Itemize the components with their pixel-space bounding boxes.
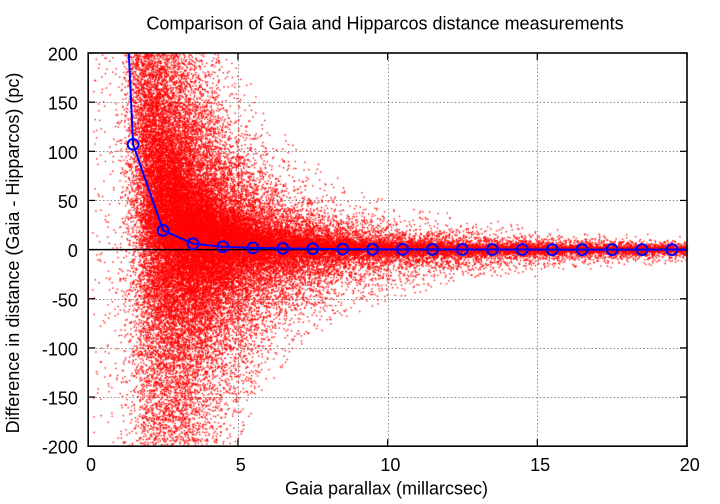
- svg-text:-100: -100: [42, 339, 78, 359]
- svg-text:50: 50: [58, 192, 78, 212]
- svg-text:-200: -200: [42, 438, 78, 458]
- svg-text:200: 200: [48, 45, 78, 65]
- svg-text:100: 100: [48, 143, 78, 163]
- svg-text:-50: -50: [52, 290, 78, 310]
- svg-text:15: 15: [530, 455, 550, 475]
- svg-text:150: 150: [48, 94, 78, 114]
- svg-text:10: 10: [380, 455, 400, 475]
- svg-text:-150: -150: [42, 389, 78, 409]
- svg-text:Gaia parallax (millarcsec): Gaia parallax (millarcsec): [285, 479, 488, 499]
- svg-text:5: 5: [236, 455, 246, 475]
- svg-text:Comparison of Gaia and Hipparc: Comparison of Gaia and Hipparcos distanc…: [146, 14, 623, 34]
- svg-text:20: 20: [680, 455, 700, 475]
- svg-text:Difference in distance (Gaia -: Difference in distance (Gaia - Hipparcos…: [3, 73, 23, 434]
- svg-text:0: 0: [86, 455, 96, 475]
- svg-text:0: 0: [68, 241, 78, 261]
